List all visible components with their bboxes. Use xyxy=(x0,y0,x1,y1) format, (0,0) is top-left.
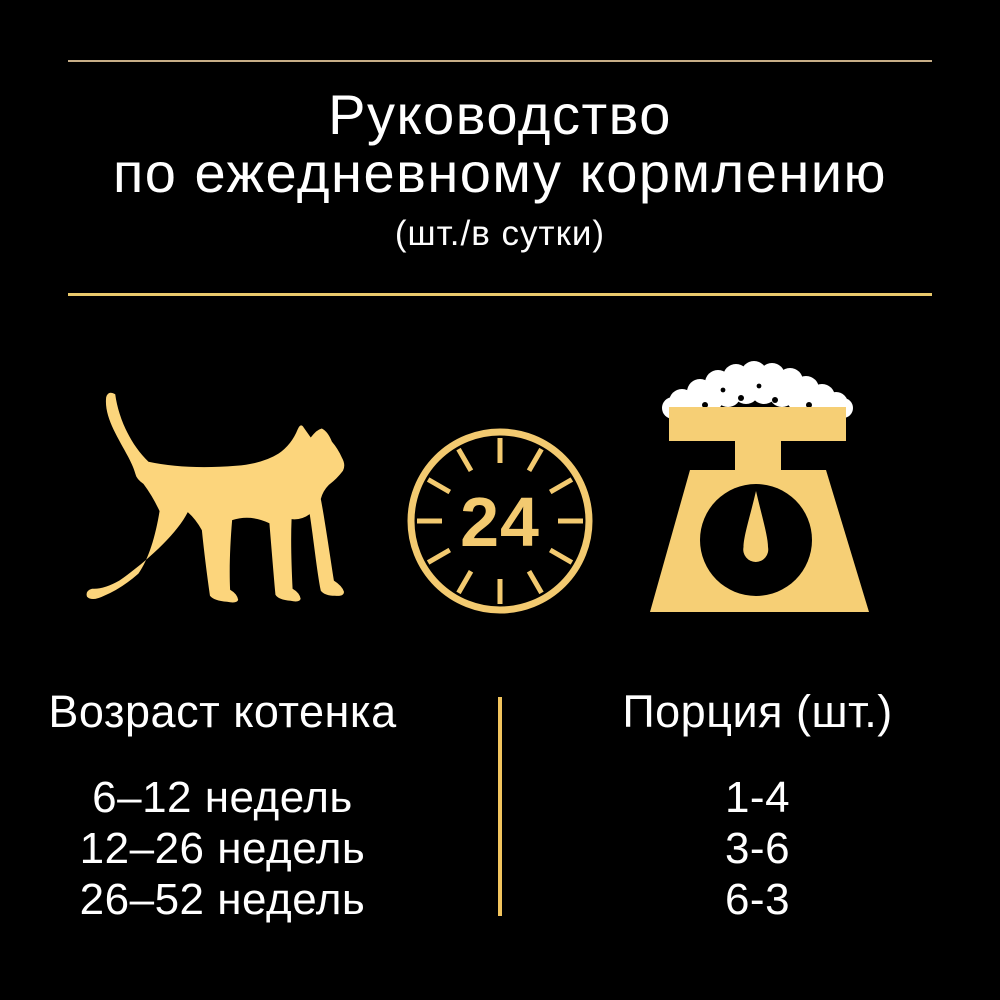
page-title: Руководство по ежедневному кормлению xyxy=(0,86,1000,202)
title-line-1: Руководство xyxy=(328,83,672,146)
portion-column: 1-4 3-6 6-3 xyxy=(530,772,985,925)
table-cell-age: 6–12 недель xyxy=(92,773,353,822)
walking-cat-icon xyxy=(85,391,347,603)
table-cell-portion: 1-4 xyxy=(724,773,791,822)
clock-24-label: 24 xyxy=(460,483,540,561)
title-line-2: по ежедневному кормлению xyxy=(112,141,888,204)
column-header-age: Возраст котенка xyxy=(48,686,397,737)
bottom-rule xyxy=(68,293,932,296)
page-subtitle: (шт./в сутки) xyxy=(394,214,606,253)
top-rule xyxy=(68,60,932,62)
24-hour-clock-icon xyxy=(400,421,600,621)
table-column-divider xyxy=(498,697,502,916)
table-cell-age: 12–26 недель xyxy=(79,824,366,873)
table-cell-portion: 3-6 xyxy=(724,824,791,873)
table-cell-age: 26–52 недель xyxy=(79,875,366,924)
kitchen-scale-with-kibble-icon xyxy=(648,350,878,612)
age-column: 6–12 недель 12–26 недель 26–52 недель xyxy=(0,772,445,925)
column-header-portion: Порция (шт.) xyxy=(622,686,893,737)
table-cell-portion: 6-3 xyxy=(724,875,791,924)
